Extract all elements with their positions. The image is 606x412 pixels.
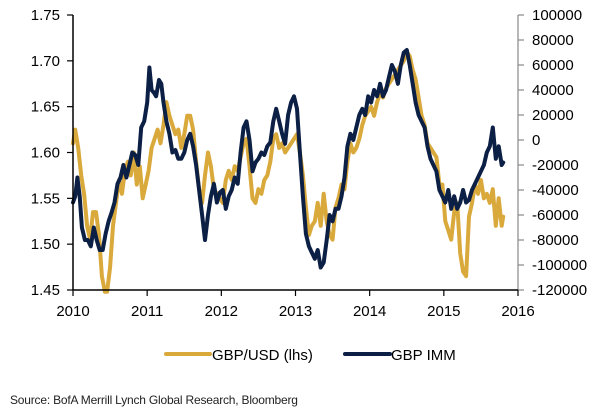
x-tick-label: 2011 (131, 303, 163, 320)
x-tick-label: 2010 (56, 303, 89, 320)
left-axis-ticks: 1.45 1.50 1.55 1.60 1.65 1.70 1.75 (31, 7, 73, 299)
left-tick-label: 1.65 (31, 99, 60, 116)
legend-label-gbpimm: GBP IMM (391, 347, 456, 364)
right-tick-label: 100000 (532, 7, 582, 24)
right-tick-label: 0 (532, 132, 540, 149)
left-tick-label: 1.60 (31, 145, 60, 162)
right-tick-label: 20000 (532, 107, 574, 124)
series-layer (71, 48, 506, 294)
right-tick-label: -40000 (532, 182, 579, 199)
right-tick-label: -20000 (532, 157, 579, 174)
x-axis-ticks: 2010 2011 2012 2013 2014 2015 2016 (56, 290, 535, 320)
left-tick-label: 1.50 (31, 236, 60, 253)
right-tick-label: 80000 (532, 32, 574, 49)
right-tick-label: -100000 (532, 257, 587, 274)
left-tick-label: 1.70 (31, 53, 60, 70)
series-line-gbp-imm (71, 48, 506, 270)
x-tick-label: 2013 (279, 303, 312, 320)
x-tick-label: 2014 (353, 303, 386, 320)
left-tick-label: 1.45 (31, 282, 60, 299)
legend: GBP/USD (lhs) GBP IMM (164, 347, 456, 364)
x-tick-label: 2016 (501, 303, 534, 320)
x-tick-label: 2012 (205, 303, 238, 320)
x-tick-label: 2015 (427, 303, 460, 320)
left-tick-label: 1.75 (31, 7, 60, 24)
left-tick-label: 1.55 (31, 190, 60, 207)
right-tick-label: -80000 (532, 232, 579, 249)
source-note: Source: BofA Merrill Lynch Global Resear… (10, 393, 298, 407)
series-line-gbpusd (71, 49, 506, 294)
right-tick-label: -120000 (532, 282, 587, 299)
right-tick-label: -60000 (532, 207, 579, 224)
right-tick-label: 40000 (532, 82, 574, 99)
right-tick-label: 60000 (532, 57, 574, 74)
right-axis-ticks: -120000 -100000 -80000 -60000 -40000 -20000 0 2… (518, 7, 587, 299)
legend-label-gbpusd: GBP/USD (lhs) (212, 347, 313, 364)
